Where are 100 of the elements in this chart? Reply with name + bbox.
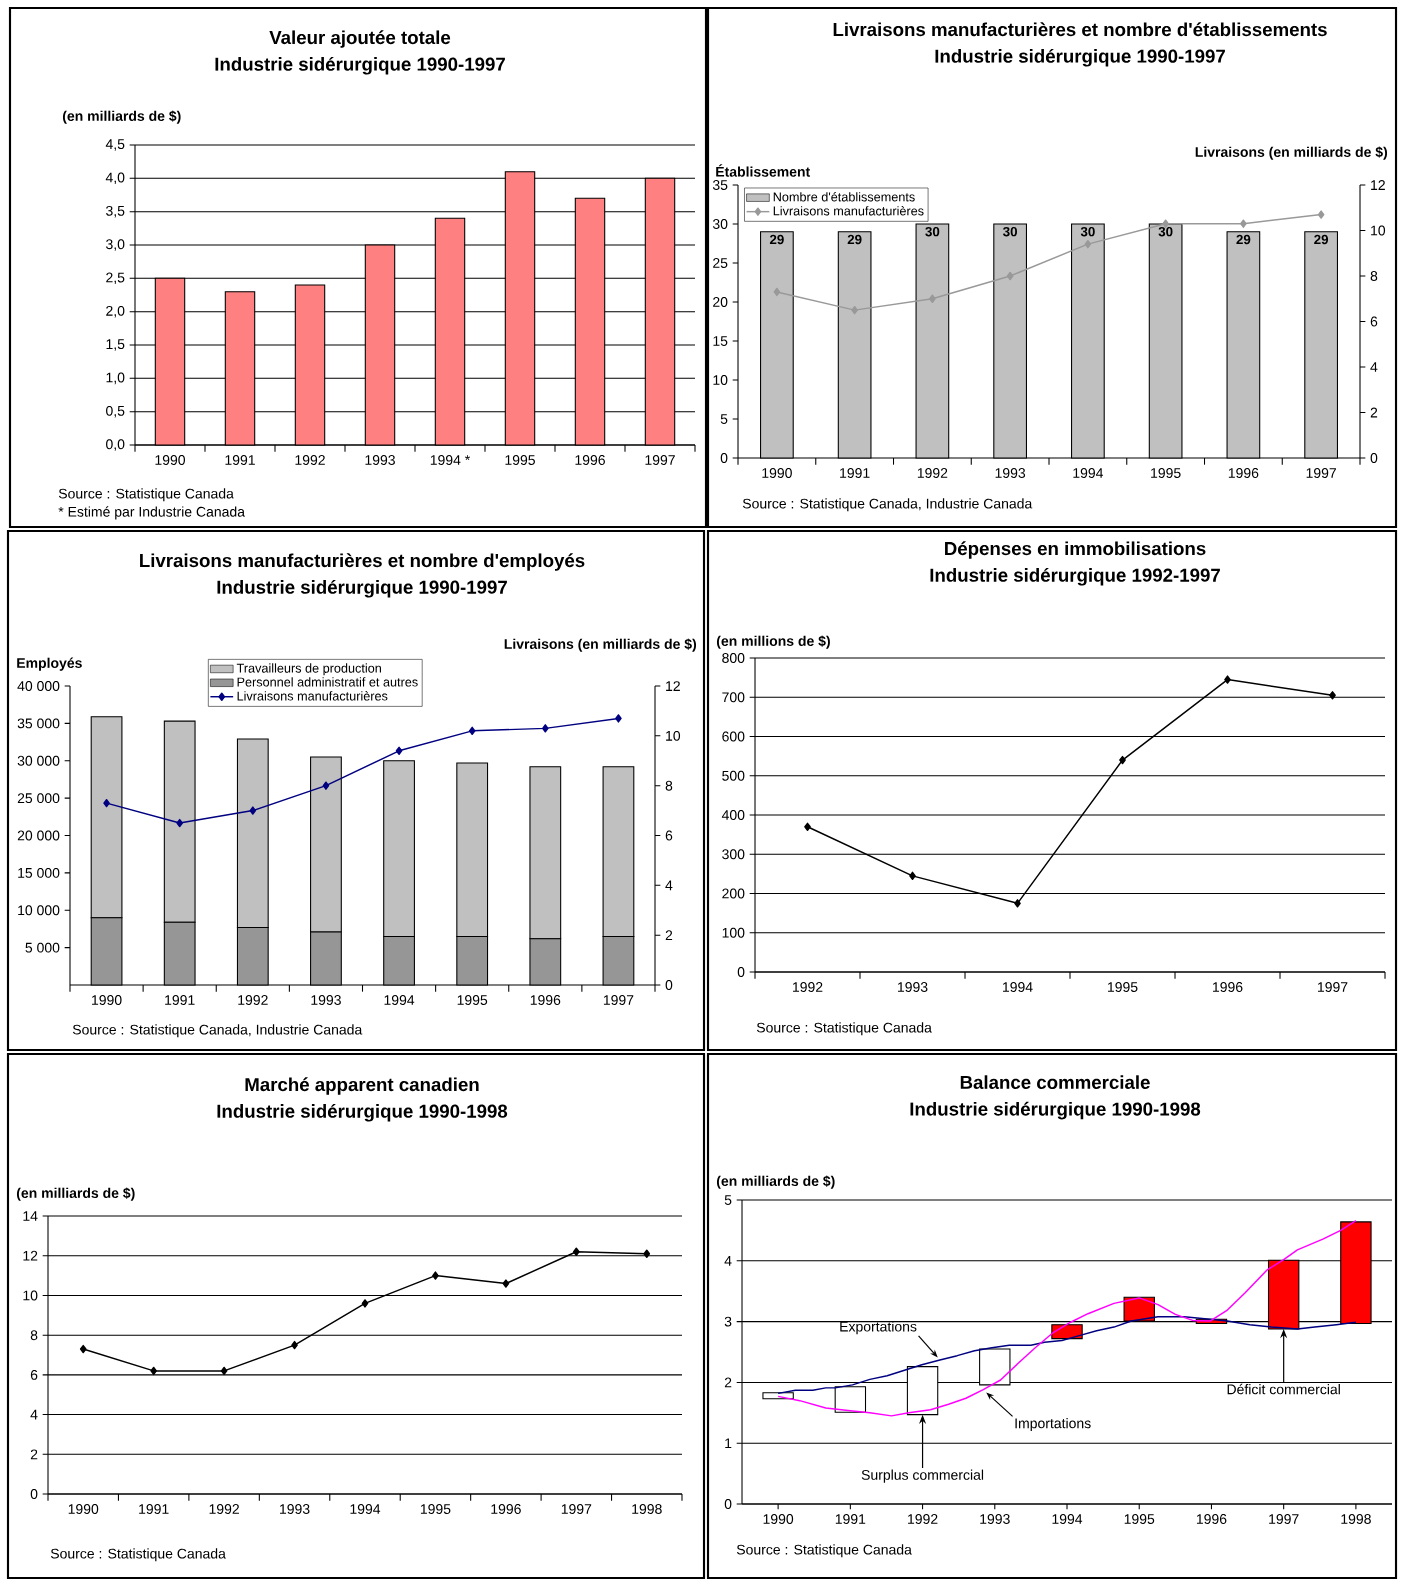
- y-tick-label: 15: [713, 336, 728, 346]
- chart-subtitle: Industrie sidérurgique 1992-1997: [930, 567, 1220, 586]
- y-tick-label: 0: [724, 1499, 732, 1509]
- y-tick-label: 8: [30, 1330, 38, 1341]
- chart-title: Livraisons manufacturières et nombre d'employés: [140, 553, 585, 571]
- x-tick-label: 1992: [793, 982, 823, 992]
- y-tick-label: 4: [30, 1409, 38, 1420]
- x-tick-label: 1990: [92, 995, 122, 1005]
- y-axis-title: (en milliards de $): [16, 1187, 135, 1201]
- point: [79, 1344, 87, 1354]
- y2-tick-label: 0: [1370, 453, 1378, 463]
- y-tick-label: 20 000: [17, 830, 60, 841]
- y-tick-label: 2,0: [106, 305, 125, 318]
- x-tick-label: 1995: [1108, 982, 1138, 992]
- y2-tick-label: 10: [666, 730, 681, 741]
- x-tick-label: 1991: [139, 1504, 169, 1514]
- x-tick-label: 1994: [350, 1504, 381, 1514]
- legend-label: Livraisons manufacturières: [237, 691, 388, 701]
- chart-title: Valeur ajoutée totale: [269, 30, 451, 48]
- x-tick-label: 1997: [1269, 1514, 1299, 1524]
- data-label: 29: [1314, 234, 1329, 245]
- data-label: 29: [769, 234, 784, 245]
- x-tick-label: 1997: [603, 995, 634, 1005]
- x-tick-label: 1994 *: [430, 455, 470, 465]
- source-note: Source : Statistique Canada: [736, 1544, 912, 1558]
- x-tick-label: 1994: [1073, 468, 1104, 478]
- y-tick-label: 3,5: [106, 205, 125, 218]
- y-tick-label: 5 000: [25, 942, 60, 953]
- y-tick-label: 0,0: [106, 439, 125, 451]
- bar: [834, 1386, 867, 1413]
- chart-subtitle: Industrie sidérurgique 1990-1998: [910, 1101, 1201, 1120]
- y-tick-label: 5: [724, 1195, 732, 1205]
- y-tick-label: 35: [712, 180, 728, 190]
- x-tick-label: 1998: [632, 1504, 662, 1514]
- x-tick-label: 1991: [225, 455, 255, 465]
- data-label: 29: [847, 234, 862, 245]
- y2-tick-label: 12: [1371, 180, 1385, 190]
- chart-subtitle: Industrie sidérurgique 1990-1997: [935, 48, 1225, 67]
- y2-tick-label: 2: [665, 930, 673, 941]
- x-tick-label: 1997: [1318, 982, 1348, 992]
- chart-subtitle: Industrie sidérurgique 1990-1997: [215, 56, 505, 75]
- y-tick-label: 800: [722, 653, 745, 663]
- text: Importations: [1015, 1417, 1091, 1432]
- point: [773, 287, 781, 297]
- y-tick-label: 10 000: [18, 905, 60, 916]
- point: [150, 1366, 158, 1376]
- y-tick-label: 1: [725, 1438, 732, 1449]
- point: [1224, 675, 1231, 684]
- line-series: [777, 1219, 1357, 1417]
- data-label: 29: [1236, 234, 1251, 245]
- chart-title: Dépenses en immobilisations: [945, 541, 1206, 559]
- x-tick-label: 1995: [420, 1504, 451, 1514]
- y-tick-label: 10: [713, 375, 728, 385]
- x-tick-label: 1996: [1196, 1514, 1227, 1524]
- x-tick-label: 1997: [1306, 468, 1336, 478]
- y-tick-label: 2: [30, 1449, 38, 1460]
- source-note: Source : Statistique Canada: [756, 1022, 932, 1036]
- data-label: 30: [1003, 226, 1018, 237]
- x-tick-label: 1993: [995, 468, 1026, 478]
- y-tick-label: 40 000: [17, 681, 60, 691]
- x-tick-label: 1990: [763, 1514, 794, 1524]
- x-tick-label: 1991: [840, 468, 870, 478]
- point: [1317, 210, 1325, 219]
- y2-tick-label: 4: [665, 880, 673, 891]
- y2-tick-label: 0: [665, 980, 673, 990]
- source-note: Source : Statistique Canada: [50, 1548, 226, 1562]
- x-tick-label: 1993: [365, 455, 395, 465]
- legend-label: Livraisons manufacturières: [773, 205, 924, 216]
- x-tick-label: 1990: [68, 1504, 99, 1514]
- text: * Estimé par Industrie Canada: [58, 506, 245, 520]
- point: [361, 1299, 369, 1308]
- y-tick-label: 2,5: [106, 272, 125, 285]
- y2-axis-title: Livraisons (en milliards de $): [504, 638, 697, 652]
- y-tick-label: 3,0: [106, 239, 125, 251]
- chart-title: Livraisons manufacturières et nombre d'établissements: [833, 22, 1327, 37]
- point: [176, 818, 184, 828]
- y-axis-title: (en milliards de $): [62, 110, 181, 124]
- x-tick-label: 1990: [762, 468, 792, 478]
- point: [1014, 899, 1021, 908]
- point: [1006, 271, 1014, 281]
- point: [291, 1340, 298, 1350]
- point: [1240, 219, 1247, 228]
- legend-label: Travailleurs de production: [236, 663, 381, 676]
- x-tick-label: 1993: [898, 982, 928, 992]
- chart-title: Balance commerciale: [960, 1075, 1150, 1089]
- y-tick-label: 4,0: [105, 172, 125, 185]
- x-tick-label: 1995: [457, 995, 488, 1005]
- x-tick-label: 1994: [1003, 982, 1033, 992]
- data-label: 30: [1158, 226, 1173, 237]
- y-tick-label: 4: [724, 1256, 732, 1266]
- point: [220, 1366, 228, 1376]
- legend-label: Nombre d'établissements: [773, 192, 915, 202]
- y-axis-title: (en milliards de $): [716, 1175, 835, 1189]
- point: [432, 1271, 439, 1280]
- point: [909, 871, 916, 881]
- point: [804, 822, 811, 831]
- point: [103, 798, 110, 808]
- data-label: 30: [1080, 226, 1095, 237]
- point: [1329, 691, 1336, 700]
- y-tick-label: 15 000: [18, 867, 60, 878]
